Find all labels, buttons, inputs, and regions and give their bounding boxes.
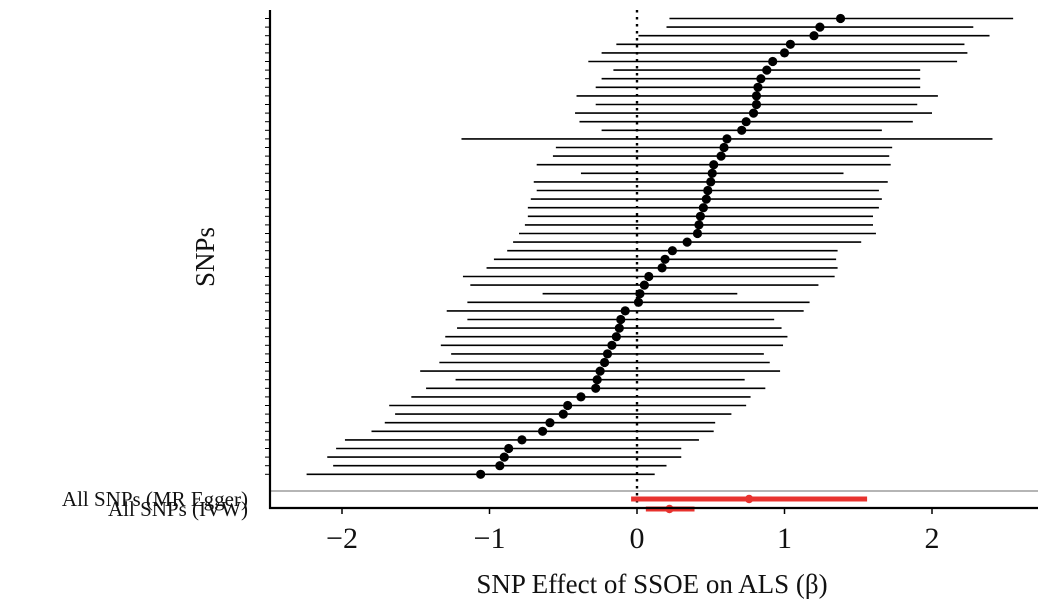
snp-point — [545, 418, 554, 427]
snp-point — [703, 186, 712, 195]
snp-point — [593, 375, 602, 384]
snp-point — [538, 427, 547, 436]
snp-point — [500, 453, 509, 462]
snp-point — [683, 238, 692, 247]
snp-point — [668, 246, 677, 255]
snp-point — [762, 66, 771, 75]
confidence-intervals — [307, 19, 1014, 475]
snp-point — [603, 349, 612, 358]
snp-point — [786, 40, 795, 49]
snp-point — [596, 367, 605, 376]
snp-point — [640, 281, 649, 290]
snp-point — [719, 143, 728, 152]
snp-point — [742, 117, 751, 126]
snp-point — [699, 203, 708, 212]
snp-point — [615, 324, 624, 333]
x-tick-label: 1 — [777, 522, 792, 555]
snp-point — [716, 152, 725, 161]
snp-point — [702, 195, 711, 204]
snp-point — [504, 444, 513, 453]
snp-point — [756, 74, 765, 83]
snp-point — [709, 160, 718, 169]
summary-label: All SNPs (IVW) — [108, 497, 248, 521]
snp-point — [607, 341, 616, 350]
snp-point — [495, 461, 504, 470]
point-estimates — [476, 14, 845, 479]
snp-point — [708, 169, 717, 178]
snp-point — [752, 91, 761, 100]
x-axis-title: SNP Effect of SSOE on ALS (β) — [476, 569, 827, 599]
snp-point — [809, 31, 818, 40]
snp-point — [644, 272, 653, 281]
snp-point — [737, 126, 746, 135]
snp-point — [753, 83, 762, 92]
snp-point — [576, 392, 585, 401]
snp-point — [600, 358, 609, 367]
summary-estimates — [631, 495, 867, 513]
x-tick-label: −2 — [326, 522, 358, 555]
snp-point — [660, 255, 669, 264]
snp-point — [749, 109, 758, 118]
snp-point — [634, 298, 643, 307]
snp-point — [517, 435, 526, 444]
snp-point — [616, 315, 625, 324]
snp-point — [559, 410, 568, 419]
snp-point — [722, 134, 731, 143]
snp-point — [693, 229, 702, 238]
summary-point — [745, 495, 753, 503]
snp-point — [612, 332, 621, 341]
summary-labels: All SNPs (MR Egger)All SNPs (IVW) — [62, 487, 248, 521]
x-tick-labels: −2 −1 0 1 2 — [326, 522, 939, 555]
x-tick-label: 0 — [630, 522, 645, 555]
snp-point — [591, 384, 600, 393]
snp-point — [706, 177, 715, 186]
snp-point — [621, 306, 630, 315]
snp-point — [836, 14, 845, 23]
snp-point — [563, 401, 572, 410]
x-tick-label: 2 — [925, 522, 940, 555]
snp-point — [815, 23, 824, 32]
snp-point — [768, 57, 777, 66]
x-tick-label: −1 — [474, 522, 506, 555]
snp-point — [657, 263, 666, 272]
snp-point — [752, 100, 761, 109]
snp-point — [476, 470, 485, 479]
snp-point — [780, 48, 789, 57]
snp-point — [694, 220, 703, 229]
snp-point — [696, 212, 705, 221]
y-axis-title: SNPs — [190, 227, 220, 287]
snp-point — [635, 289, 644, 298]
